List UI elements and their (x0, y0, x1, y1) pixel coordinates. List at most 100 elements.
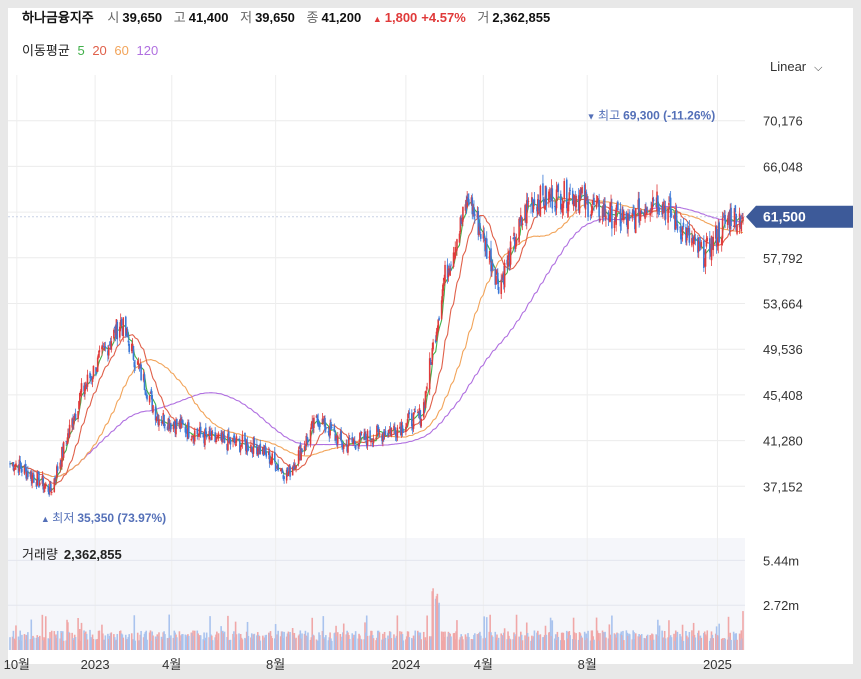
candle-body (133, 361, 136, 368)
candle-body (324, 418, 326, 430)
volume-bar (396, 615, 399, 650)
volume-bar (669, 635, 672, 650)
ma120-legend[interactable]: 120 (136, 43, 159, 58)
volume-bar (577, 639, 580, 650)
candle-body (645, 210, 648, 215)
volume-bar (340, 640, 342, 650)
volume-bar (59, 638, 62, 650)
candle-body (608, 219, 611, 221)
ma60-legend[interactable]: 60 (114, 43, 129, 58)
volume-bar (239, 639, 241, 650)
candle-body (205, 427, 207, 435)
volume-bar (620, 631, 623, 650)
volume-bar (333, 633, 336, 650)
volume-bar (550, 635, 553, 650)
volume-bar (598, 640, 600, 650)
volume-bar (144, 632, 147, 650)
volume-bar (496, 634, 498, 650)
candle-body (604, 204, 606, 217)
candle-body (645, 207, 647, 212)
volume-bar (425, 640, 428, 650)
candle-body (365, 433, 367, 440)
volume-bar (55, 634, 57, 650)
volume-bar (299, 630, 302, 650)
candle-body (102, 346, 105, 348)
candle-body (669, 197, 672, 218)
candle-body (83, 385, 85, 392)
volume-bar (20, 640, 22, 650)
volume-bar (364, 622, 366, 650)
candle-body (336, 438, 338, 446)
change-percent: +4.57% (421, 10, 466, 25)
candle-body (220, 433, 222, 441)
candle-body (252, 437, 255, 454)
candle-body (461, 219, 463, 221)
volume-bar (220, 626, 222, 650)
volume-bar (60, 631, 62, 650)
volume-bar (537, 634, 540, 650)
candle-body (167, 418, 170, 430)
candle-body (119, 326, 121, 338)
volume-bar (157, 636, 159, 650)
volume-bar (67, 622, 69, 650)
volume-bar (735, 633, 737, 650)
volume-bar (160, 636, 163, 650)
volume-bar (423, 640, 426, 650)
volume-bar (458, 639, 461, 650)
candle-body (253, 438, 256, 446)
ma5-legend[interactable]: 5 (77, 43, 85, 58)
volume-bar (162, 632, 165, 650)
volume-bar (442, 631, 445, 650)
scale-selector[interactable]: Linear ⌵ (770, 59, 822, 75)
candle-body (223, 435, 226, 443)
candle-body (128, 343, 130, 353)
volume-bar (294, 638, 296, 650)
candle-body (378, 432, 381, 434)
candle-body (704, 249, 707, 267)
volume-bar (524, 635, 526, 650)
volume-bar (543, 635, 546, 650)
candle-body (43, 486, 45, 489)
volume-bar (607, 638, 610, 650)
volume-bar (173, 630, 176, 650)
candle-body (160, 421, 163, 424)
candle-body (210, 431, 213, 440)
volume-bar (168, 614, 170, 650)
candle-body (71, 418, 73, 428)
ma20-legend[interactable]: 20 (92, 43, 107, 58)
candle-body (537, 199, 539, 215)
volume-bar (286, 633, 289, 650)
candle-body (715, 228, 718, 247)
stock-name: 하나금융지주 (22, 10, 94, 25)
volume-bar (33, 637, 35, 650)
volume-bar (17, 636, 20, 650)
candle-body (359, 432, 361, 441)
candle-body (730, 207, 732, 227)
volume-bar (525, 638, 527, 650)
candle-body (273, 452, 276, 462)
volume-bar (182, 634, 184, 650)
candle-body (613, 220, 616, 229)
candle-body (640, 211, 642, 215)
candle-body (96, 357, 99, 372)
volume-bar (675, 637, 678, 650)
volume-bar (472, 639, 474, 650)
volume-bar (21, 634, 23, 650)
volume-bar (122, 637, 125, 650)
volume-bar (108, 635, 111, 650)
volume-bar (370, 630, 372, 650)
candle-body (358, 442, 360, 447)
candle-body (489, 251, 491, 260)
volume-bar (151, 631, 153, 650)
volume-bar (406, 631, 409, 650)
volume-bar (175, 634, 177, 650)
candle-body (494, 268, 497, 285)
candle-body (138, 365, 141, 367)
volume-bar (483, 616, 485, 650)
volume-bar (717, 636, 720, 650)
candle-body (9, 463, 11, 465)
candle-body (90, 376, 93, 379)
volume-bar (300, 638, 302, 650)
candle-body (407, 413, 410, 419)
volume-bar (634, 639, 636, 650)
